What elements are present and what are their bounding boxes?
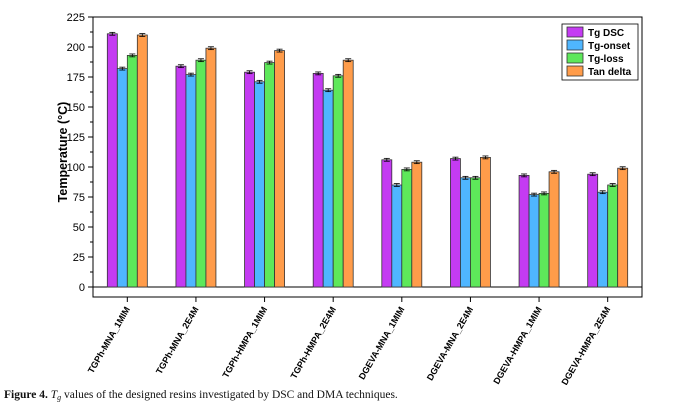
x-tick-label: TGPh-MNA_2E4M — [154, 305, 201, 376]
bar — [185, 74, 197, 288]
bar — [518, 174, 530, 288]
legend-swatch — [566, 52, 584, 64]
bar — [175, 65, 187, 288]
caption-label: Figure 4. — [4, 389, 48, 401]
caption-subscript: g — [57, 393, 62, 402]
legend-swatch — [566, 39, 584, 51]
bar — [607, 184, 619, 288]
x-tick-label: DGEVA-MNA_1MIM — [357, 305, 407, 381]
legend-label: Tg-loss — [588, 54, 624, 65]
y-tick-label: 200 — [67, 42, 85, 54]
legend-swatch — [566, 26, 584, 38]
bar — [205, 47, 217, 288]
bar — [195, 59, 207, 288]
bar — [116, 68, 128, 288]
figure-caption: Figure 4. Tg values of the designed resi… — [4, 389, 694, 402]
bar — [450, 158, 461, 288]
legend-swatch — [566, 65, 584, 77]
bar — [244, 71, 255, 288]
bar — [126, 55, 138, 288]
bar — [274, 50, 285, 288]
bar — [136, 34, 148, 288]
bar — [106, 33, 118, 288]
bar — [411, 161, 423, 288]
plot-border — [92, 16, 643, 298]
bar — [470, 177, 481, 288]
y-tick-label: 50 — [73, 222, 85, 234]
y-tick-label: 25 — [73, 252, 85, 264]
bar — [460, 177, 471, 288]
bar — [391, 184, 403, 288]
x-tick-label: DGEVA-HMPA_1MIM — [491, 305, 543, 385]
caption-text: values of the designed resins investigat… — [61, 389, 398, 401]
legend-label: Tg-onset — [588, 41, 631, 52]
y-tick-label: 175 — [67, 72, 85, 84]
x-axis: TGPh-MNA_1MIM TGPh-MNA_2E4M TGPh-HMPA_1MIM… — [86, 297, 612, 385]
bars — [106, 31, 629, 288]
bar — [538, 192, 550, 288]
bar — [312, 73, 324, 288]
y-tick-label: 100 — [67, 162, 85, 174]
bar — [548, 171, 560, 288]
y-tick-label: 0 — [79, 282, 85, 294]
bar — [254, 81, 265, 288]
caption-symbol: T — [50, 389, 58, 401]
y-tick-label: 150 — [67, 102, 85, 114]
y-tick-label: 225 — [67, 12, 85, 24]
x-tick-label: DGEVA-HMPA_2E4M — [559, 305, 612, 385]
bar — [401, 168, 413, 288]
bar — [322, 89, 334, 288]
bar — [528, 194, 540, 288]
bar — [381, 159, 393, 288]
x-tick-label: TGPh-HMPA_1MIM — [220, 305, 269, 380]
y-axis: 0 25 50 75 100 125 150 175 200 225 — [67, 12, 93, 294]
legend-label: Tg DSC — [588, 28, 624, 39]
bar — [597, 191, 609, 288]
y-axis-label: Temperature (°C) — [56, 102, 70, 203]
x-tick-label: TGPh-MNA_1MIM — [86, 305, 132, 375]
bar — [342, 59, 354, 288]
y-tick-label: 75 — [73, 192, 85, 204]
x-tick-label: TGPh-HMPA_2E4M — [289, 305, 338, 380]
plot-frame — [92, 16, 643, 298]
bar — [617, 167, 629, 288]
bar — [480, 156, 491, 288]
bar — [332, 75, 344, 288]
y-tick-label: 125 — [67, 132, 85, 144]
legend: Tg DSC Tg-onset Tg-loss Tan delta — [561, 23, 639, 81]
legend-label: Tan delta — [588, 67, 632, 78]
x-tick-label: DGEVA-MNA_2E4M — [425, 305, 475, 382]
bar — [264, 62, 275, 288]
bar — [587, 173, 599, 288]
